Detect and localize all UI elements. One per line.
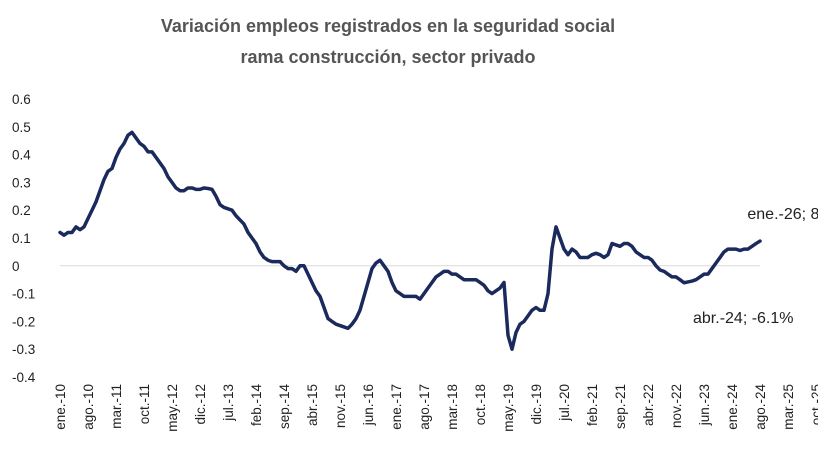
- y-tick-label: 0.3: [12, 175, 31, 190]
- x-axis-labels: ene.-10 ago.-10 mar.-11 oct.-11 may.-12 dic.-…: [53, 384, 818, 432]
- x-tick-label: sep.-14: [277, 384, 292, 430]
- annotations: ene.-26; 8.9% abr.-24; -6.1%: [693, 206, 818, 327]
- x-tick-label: ago.-24: [753, 384, 768, 430]
- y-tick-label: 0.2: [12, 203, 31, 218]
- x-tick-label: mar.-25: [781, 384, 796, 430]
- chart-title-line-2: rama construcción, sector privado: [240, 47, 535, 67]
- annotation-label: ene.-26; 8.9%: [747, 206, 818, 223]
- x-tick-label: nov.-15: [333, 384, 348, 428]
- x-tick-label: ago.-10: [81, 384, 96, 430]
- x-tick-label: jul.-13: [221, 384, 236, 422]
- x-tick-label: mar.-11: [109, 384, 124, 429]
- x-tick-label: jun.-23: [697, 384, 712, 426]
- x-tick-label: jun.-16: [361, 384, 376, 426]
- y-tick-label: -0.1: [12, 287, 35, 302]
- y-tick-label: 0.4: [12, 148, 31, 163]
- y-axis-labels: 0.6 0.5 0.4 0.3 0.2 0.1 0 -0.1 -0.2 -0.3 -0.4: [12, 92, 36, 385]
- x-tick-label: may.-19: [501, 384, 516, 432]
- x-tick-label: ago.-17: [417, 384, 432, 430]
- x-tick-label: dic.-12: [193, 384, 208, 425]
- annotation-label: abr.-24; -6.1%: [693, 310, 794, 327]
- series-line: [58, 130, 762, 351]
- x-tick-label: oct.-11: [137, 384, 152, 424]
- x-tick-label: ene.-24: [725, 384, 740, 430]
- x-tick-label: feb.-21: [585, 384, 600, 426]
- x-tick-label: nov.-22: [669, 384, 684, 428]
- y-tick-label: 0: [12, 259, 20, 274]
- y-tick-label: 0.1: [12, 231, 31, 246]
- y-tick-label: -0.2: [12, 314, 35, 329]
- x-tick-label: mar.-18: [445, 384, 460, 430]
- x-tick-label: jul.-20: [557, 384, 572, 422]
- x-tick-label: sep.-21: [613, 384, 628, 429]
- x-tick-label: ene.-17: [389, 384, 404, 430]
- x-tick-label: may.-12: [165, 384, 180, 432]
- y-tick-label: -0.3: [12, 342, 35, 357]
- x-tick-label: oct.-18: [473, 384, 488, 425]
- x-tick-label: dic.-19: [529, 384, 544, 425]
- x-tick-label: ene.-10: [53, 384, 68, 430]
- y-tick-label: -0.4: [12, 370, 36, 385]
- x-tick-label: abr.-22: [641, 384, 656, 426]
- chart-title-line-1: Variación empleos registrados en la segu…: [161, 16, 615, 36]
- x-tick-label: oct.-25: [809, 384, 818, 425]
- y-tick-label: 0.6: [12, 92, 31, 107]
- y-tick-label: 0.5: [12, 120, 31, 135]
- x-tick-label: feb.-14: [249, 384, 264, 427]
- x-tick-label: abr.-15: [305, 384, 320, 426]
